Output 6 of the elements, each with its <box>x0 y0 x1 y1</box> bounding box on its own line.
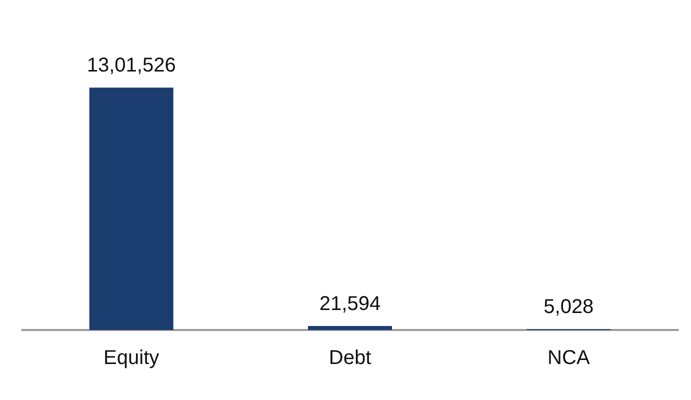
data-label: 21,594 <box>319 292 381 315</box>
data-label: 13,01,526 <box>86 54 176 77</box>
x-tick-label: Equity <box>104 347 160 369</box>
x-tick-label: NCA <box>548 347 590 369</box>
x-tick-label: Debt <box>328 347 372 369</box>
data-label: 5,028 <box>544 296 594 318</box>
